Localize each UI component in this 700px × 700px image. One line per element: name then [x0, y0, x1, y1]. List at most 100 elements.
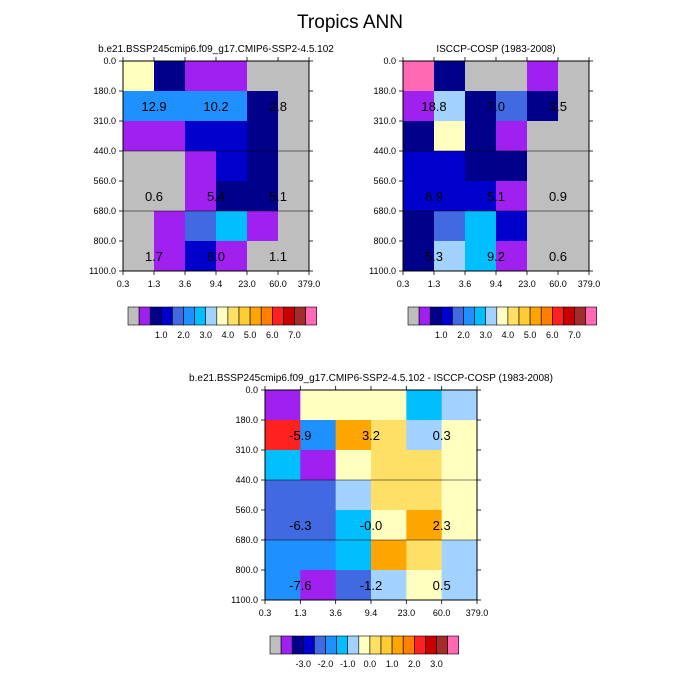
y-tick-label: 560.0: [235, 505, 258, 515]
cell-value-label: 5.3: [425, 249, 443, 264]
heatmap-cell: [434, 151, 466, 182]
colorbar-label: 7.0: [288, 330, 301, 340]
heatmap-cell: [216, 91, 248, 122]
colorbar-box: [440, 306, 453, 326]
heatmap-cell: [558, 61, 590, 92]
heatmap-cell: [154, 120, 186, 152]
y-tick-label: 680.0: [235, 535, 258, 545]
panel-1: b.e21.BSSP245cmip6.f09_g17.CMIP6-SSP2-4.…: [89, 44, 334, 340]
cell-value-label: -6.3: [289, 518, 311, 533]
heatmap-cell: [434, 211, 466, 242]
colorbar-box: [172, 306, 184, 326]
colorbar-box: [358, 635, 371, 655]
heatmap-cell: [371, 480, 407, 511]
heatmap-cell: [496, 120, 528, 152]
y-tick-label: 180.0: [93, 86, 116, 96]
heatmap-cell: [558, 120, 590, 152]
heatmap-cell: [216, 61, 248, 92]
colorbar-box: [518, 306, 531, 326]
heatmap-cell: [300, 390, 337, 421]
colorbar-box: [402, 635, 415, 655]
y-tick-label: 440.0: [93, 146, 116, 156]
colorbar-box: [551, 306, 564, 326]
heatmap-cell: [465, 151, 497, 182]
heatmap-cell: [278, 240, 310, 272]
heatmap-cell: [278, 91, 310, 122]
x-tick-label: 60.0: [433, 608, 451, 618]
y-tick-label: 0.0: [245, 385, 258, 395]
cell-value-label: 18.8: [421, 99, 446, 114]
x-tick-label: 3.6: [459, 279, 472, 289]
heatmap-cell: [123, 151, 155, 182]
heatmap-cell: [335, 540, 372, 571]
heatmap-cell: [247, 151, 279, 182]
x-tick-label: 379.0: [298, 279, 321, 289]
colorbar-box: [447, 635, 460, 655]
colorbar-box: [507, 306, 520, 326]
heatmap-cell: [441, 569, 478, 601]
y-tick-label: 800.0: [93, 236, 116, 246]
colorbar-label: 6.0: [546, 330, 559, 340]
heatmap-cell: [406, 390, 443, 421]
heatmap-cell: [496, 61, 528, 92]
heatmap-cell: [527, 211, 559, 242]
heatmap-cell: [247, 180, 279, 212]
heatmap-cell: [278, 61, 310, 92]
x-tick-label: 9.4: [210, 279, 223, 289]
heatmap-cell: [403, 120, 435, 152]
cell-value-label: 12.9: [141, 99, 166, 114]
x-tick-label: 3.6: [329, 608, 342, 618]
colorbar: -3.0 -2.0 -1.0 0.0 1.0 2.0 3.0: [269, 635, 460, 669]
cell-value-label: 0.3: [433, 428, 451, 443]
figure-title: Tropics ANN: [297, 12, 403, 33]
colorbar-box: [238, 306, 251, 326]
colorbar: 1.0 2.0 3.0 4.0 5.0 6.0 7.0: [127, 306, 318, 340]
colorbar-label: 3.0: [479, 330, 492, 340]
colorbar-box: [436, 635, 448, 655]
panels: b.e21.BSSP245cmip6.f09_g17.CMIP6-SSP2-4.…: [89, 44, 600, 669]
colorbar-box: [138, 306, 151, 326]
x-tick-label: 379.0: [466, 608, 489, 618]
y-tick-label: 310.0: [93, 116, 116, 126]
heatmap-cell: [406, 540, 443, 571]
heatmap-cell: [300, 509, 337, 541]
colorbar-label: 6.0: [266, 330, 279, 340]
heatmap-cell: [527, 151, 559, 182]
x-tick-label: 60.0: [549, 279, 567, 289]
heatmap-cell: [335, 480, 372, 511]
x-tick-label: 0.3: [397, 279, 410, 289]
x-tick-label: 1.3: [294, 608, 307, 618]
heatmap-cell: [406, 480, 443, 511]
colorbar-label: 2.0: [177, 330, 190, 340]
colorbar-box: [305, 306, 318, 326]
heatmap-cell: [496, 240, 528, 272]
heatmap-cell: [216, 211, 248, 242]
y-tick-label: 1100.0: [89, 266, 116, 276]
heatmap-cell: [265, 420, 301, 451]
colorbar-label: 1.0: [386, 659, 399, 669]
y-tick-label: 310.0: [235, 445, 258, 455]
heatmap-cell: [465, 120, 497, 152]
colorbar-box: [407, 306, 420, 326]
cell-value-label: 2.8: [269, 99, 287, 114]
cell-value-label: 10.2: [203, 99, 228, 114]
heatmap-cell: [434, 61, 466, 92]
colorbar-box: [529, 306, 542, 326]
heatmap-cell: [465, 61, 497, 92]
heatmap-cell: [434, 120, 466, 152]
heatmap-cell: [216, 180, 248, 212]
heatmap-cell: [247, 61, 279, 92]
heatmap-cell: [558, 180, 590, 212]
colorbar-box: [429, 306, 442, 326]
cell-value-label: 5.1: [487, 189, 505, 204]
heatmap-cell: [278, 120, 310, 152]
colorbar-label: -3.0: [296, 659, 312, 669]
heatmap-cell: [265, 449, 301, 481]
colorbar-box: [161, 306, 173, 326]
heatmap-cell: [527, 120, 559, 152]
x-tick-label: 0.3: [259, 608, 272, 618]
colorbar: 1.0 2.0 3.0 4.0 5.0 6.0 7.0: [407, 306, 597, 340]
heatmap-cell: [278, 180, 310, 212]
heatmap-cell: [406, 449, 443, 481]
